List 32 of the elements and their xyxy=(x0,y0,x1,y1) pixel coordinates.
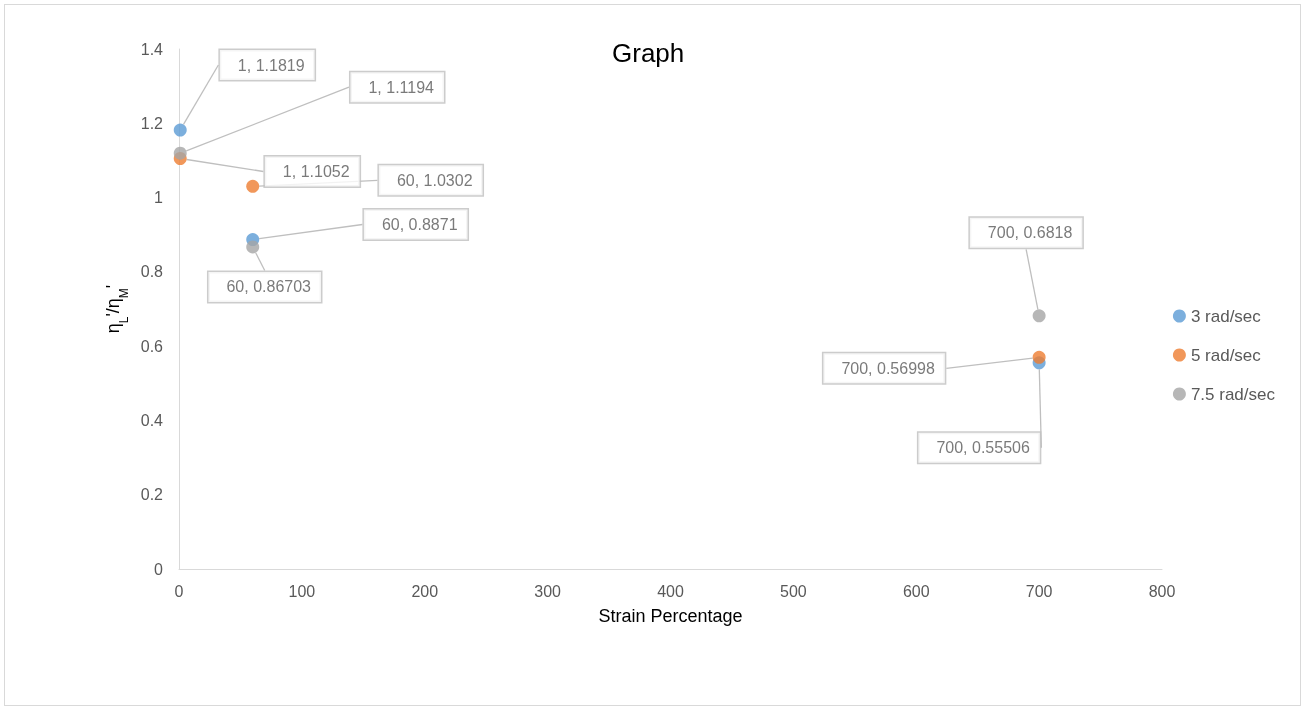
x-tick-label: 0 xyxy=(174,582,184,600)
y-tick-label: 1.4 xyxy=(140,40,164,58)
legend-label: 5 rad/sec xyxy=(1190,345,1262,365)
x-tick-label: 600 xyxy=(902,582,930,600)
data-label: 1, 1.1819 xyxy=(237,56,305,74)
y-tick-label: 1 xyxy=(154,189,164,207)
data-label: 1, 1.1194 xyxy=(368,78,435,96)
x-tick-label: 100 xyxy=(288,582,316,600)
legend-label: 7.5 rad/sec xyxy=(1190,384,1276,404)
y-tick-label: 1.2 xyxy=(140,114,164,132)
data-label: 700, 0.56998 xyxy=(841,359,935,377)
data-label: 1, 1.1052 xyxy=(282,163,350,180)
y-tick-label: 0.6 xyxy=(140,337,164,355)
data-label: 60, 0.86703 xyxy=(226,278,312,296)
chart-title: Graph xyxy=(612,38,685,68)
x-tick-label: 700 xyxy=(1025,582,1053,600)
y-tick-label: 0 xyxy=(154,560,164,578)
x-axis-title: Strain Percentage xyxy=(598,606,743,626)
data-label: 700, 0.55506 xyxy=(936,439,1030,457)
data-label: 60, 1.0302 xyxy=(396,171,473,189)
data-label: 60, 0.8871 xyxy=(381,216,458,234)
data-label: 700, 0.6818 xyxy=(987,224,1073,242)
legend-label: 3 rad/sec xyxy=(1190,306,1262,326)
x-tick-label: 500 xyxy=(780,582,807,600)
x-tick-label: 300 xyxy=(534,582,562,600)
y-tick-label: 0.2 xyxy=(140,486,164,504)
x-tick-label: 400 xyxy=(657,582,684,600)
y-tick-label: 0.4 xyxy=(140,411,164,429)
y-tick-label: 0.8 xyxy=(140,263,164,281)
x-tick-label: 200 xyxy=(411,582,439,600)
y-axis-title: ηL'/ηM' xyxy=(102,284,131,334)
x-tick-label: 800 xyxy=(1148,582,1176,600)
